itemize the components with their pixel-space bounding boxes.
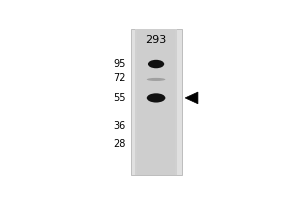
Bar [137, 29, 175, 175]
Ellipse shape [147, 93, 165, 103]
Ellipse shape [148, 60, 164, 68]
Text: 72: 72 [113, 73, 126, 83]
Text: 95: 95 [113, 59, 126, 69]
Text: 293: 293 [146, 35, 167, 45]
Text: 55: 55 [113, 93, 126, 103]
Bar [130, 29, 182, 175]
Polygon shape [185, 92, 198, 104]
Ellipse shape [147, 78, 165, 81]
Text: 28: 28 [113, 139, 126, 149]
Text: 36: 36 [114, 121, 126, 131]
Bar [135, 29, 177, 175]
